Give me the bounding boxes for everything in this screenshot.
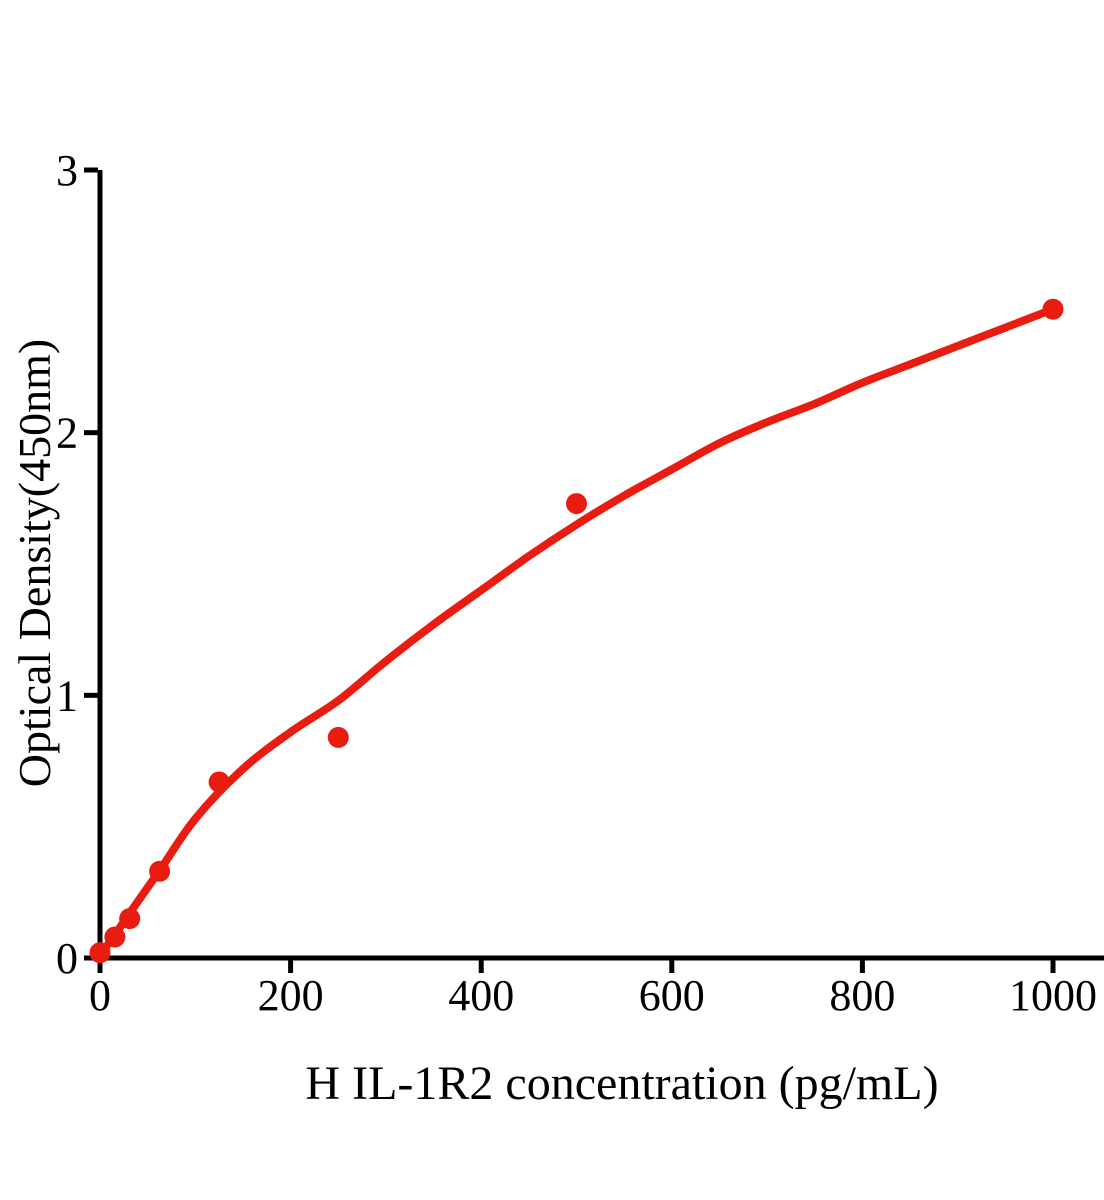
x-axis-title: H IL-1R2 concentration (pg/mL) (305, 1057, 939, 1110)
y-axis-tick-label: 1 (56, 671, 78, 720)
x-axis-tick-label: 400 (448, 971, 514, 1020)
data-point-marker (149, 860, 171, 882)
data-point-marker (208, 771, 230, 793)
fitted-curve (96, 305, 1057, 960)
x-axis-tick-label: 800 (829, 971, 895, 1020)
y-axis-title: Optical Density(450nm) (9, 338, 60, 788)
data-point-marker (104, 926, 126, 948)
x-axis-tick-label: 0 (89, 971, 111, 1020)
data-point-marker (566, 493, 587, 515)
y-axis-tick-label: 0 (56, 934, 78, 983)
data-point-marker (119, 908, 141, 930)
x-axis-tick-label: 200 (258, 971, 324, 1020)
x-axis-tick-label: 600 (639, 971, 705, 1020)
y-axis-tick-label: 2 (56, 409, 78, 458)
axis-lines (97, 170, 1104, 961)
x-axis-tick-label: 1000 (1009, 971, 1097, 1020)
data-point-marker (1042, 298, 1064, 320)
data-point-marker (327, 726, 349, 748)
y-axis-tick-label: 3 (56, 146, 78, 195)
data-point-marker (89, 942, 111, 964)
